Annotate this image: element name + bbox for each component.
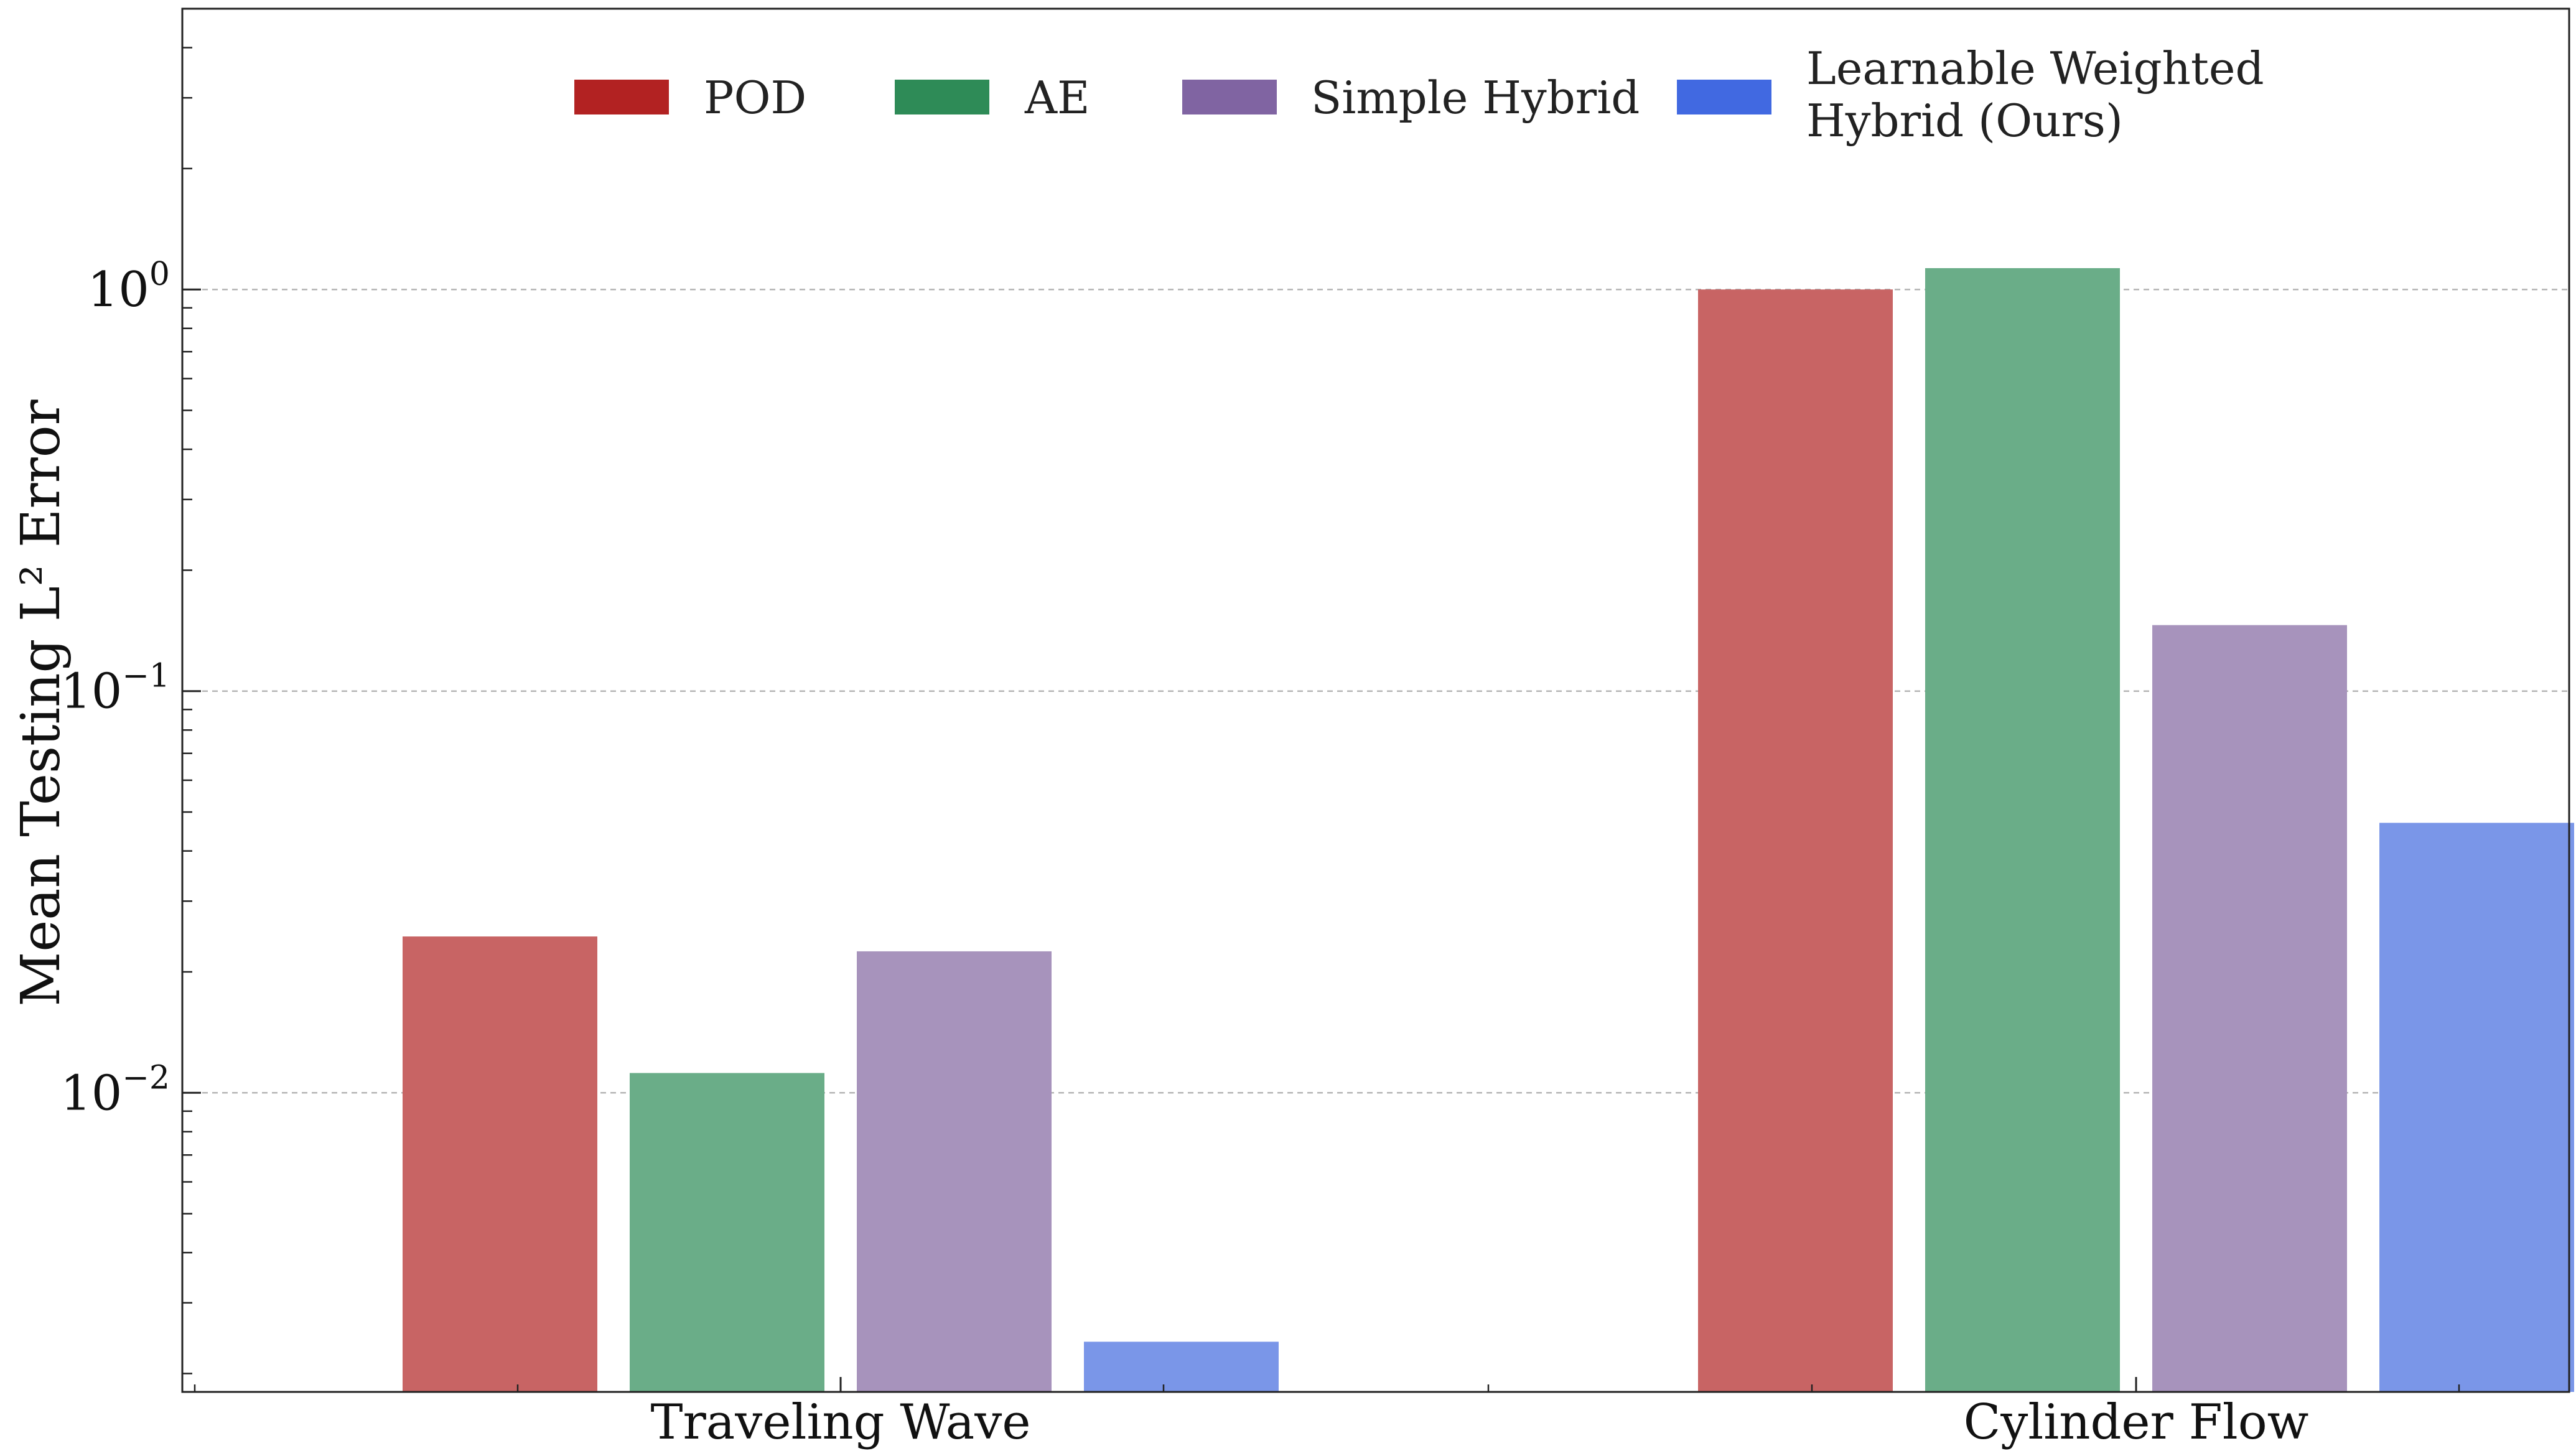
y-tick-label: 10−1 (60, 658, 170, 720)
x-tick-label: Traveling Wave (650, 1394, 1030, 1450)
legend: POD AE Simple Hybrid Learnable WeightedHybr… (574, 42, 2264, 147)
y-axis-label: Mean Testing L² Error (10, 399, 72, 1006)
y-tick-label: 10−2 (60, 1059, 170, 1121)
y-tick-base: 10 (88, 262, 149, 318)
bar-pod-1 (1698, 289, 1893, 1392)
legend-label: AE (1024, 72, 1090, 124)
legend-label: Simple Hybrid (1311, 72, 1640, 124)
x-tick-label: Cylinder Flow (1964, 1394, 2309, 1450)
bars (403, 268, 2574, 1393)
y-tick-exponent: −2 (122, 1059, 170, 1096)
y-tick-base: 10 (60, 664, 122, 720)
y-tick-exponent: 0 (149, 256, 170, 293)
legend-label: Learnable Weighted (1806, 42, 2264, 95)
bar-learnable-weighted-hybrid-ours-0 (1084, 1342, 1279, 1392)
plot-frame (181, 7, 2570, 1393)
bar-learnable-weighted-hybrid-ours-1 (2379, 823, 2574, 1392)
legend-swatch (1182, 80, 1277, 114)
legend-swatch (895, 80, 989, 114)
y-tick-exponent: −1 (122, 658, 170, 695)
bar-simple-hybrid-0 (857, 951, 1052, 1392)
bar-ae-0 (630, 1073, 824, 1392)
y-tick-label: 100 (88, 256, 170, 318)
y-tick-base: 10 (60, 1065, 122, 1121)
legend-label: POD (704, 72, 806, 124)
legend-swatch (574, 80, 669, 114)
legend-swatch (1677, 80, 1771, 114)
bar-ae-1 (1925, 268, 2120, 1393)
bar-simple-hybrid-1 (2152, 625, 2347, 1392)
legend-label: Hybrid (Ours) (1806, 95, 2123, 147)
bar-pod-0 (403, 936, 597, 1392)
